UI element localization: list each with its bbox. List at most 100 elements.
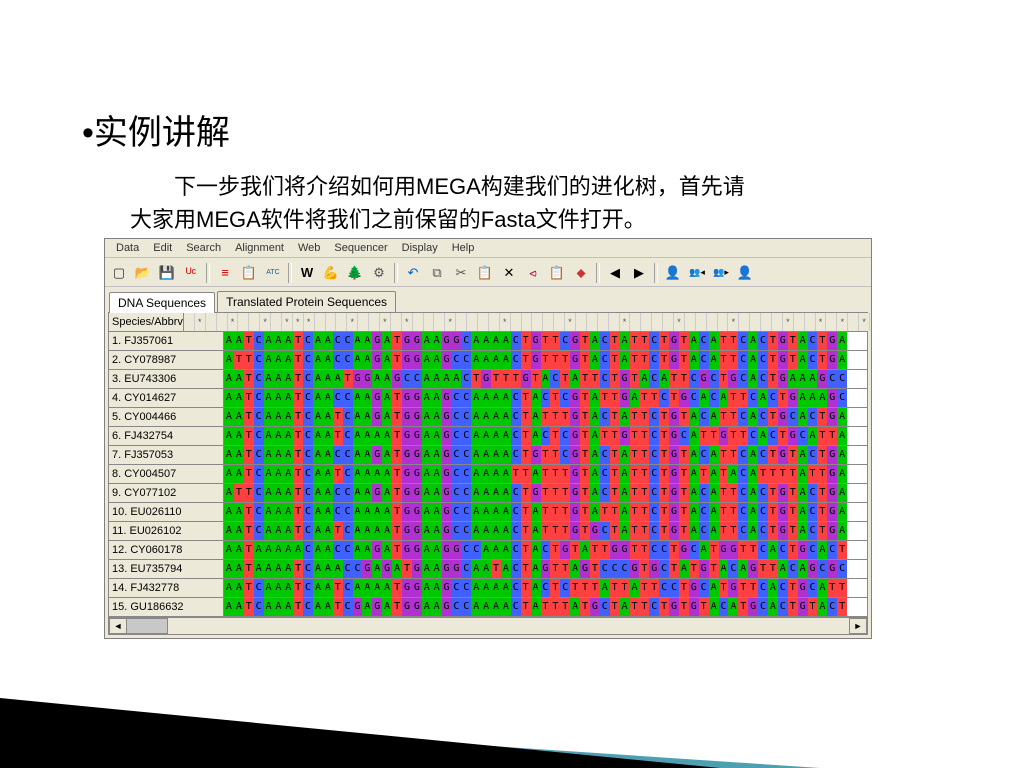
base-cell[interactable]: A bbox=[234, 389, 244, 407]
base-cell[interactable]: G bbox=[699, 560, 709, 578]
base-cell[interactable]: A bbox=[748, 465, 758, 483]
base-cell[interactable]: C bbox=[827, 370, 837, 388]
base-cell[interactable]: T bbox=[244, 408, 254, 426]
base-cell[interactable]: A bbox=[837, 351, 847, 369]
base-cell[interactable]: T bbox=[521, 579, 531, 597]
base-cell[interactable]: C bbox=[461, 370, 471, 388]
base-cell[interactable]: T bbox=[521, 484, 531, 502]
base-cell[interactable]: T bbox=[728, 427, 738, 445]
base-cell[interactable]: A bbox=[273, 465, 283, 483]
base-cell[interactable]: T bbox=[817, 522, 827, 540]
base-cell[interactable]: C bbox=[461, 446, 471, 464]
base-cell[interactable]: T bbox=[600, 427, 610, 445]
base-cell[interactable]: A bbox=[372, 370, 382, 388]
base-cell[interactable]: A bbox=[264, 427, 274, 445]
row-label[interactable]: 12. CY060178 bbox=[109, 541, 224, 559]
base-cell[interactable]: T bbox=[580, 332, 590, 350]
base-cell[interactable]: A bbox=[283, 332, 293, 350]
base-cell[interactable]: A bbox=[353, 503, 363, 521]
base-cell[interactable]: T bbox=[728, 446, 738, 464]
base-cell[interactable]: T bbox=[679, 351, 689, 369]
base-cell[interactable]: C bbox=[758, 408, 768, 426]
base-cell[interactable]: T bbox=[521, 351, 531, 369]
base-cell[interactable]: A bbox=[273, 351, 283, 369]
base-cell[interactable]: T bbox=[293, 579, 303, 597]
base-cell[interactable]: A bbox=[382, 427, 392, 445]
base-cell[interactable]: G bbox=[728, 370, 738, 388]
base-cell[interactable]: T bbox=[541, 522, 551, 540]
base-cell[interactable]: A bbox=[501, 560, 511, 578]
base-cell[interactable]: A bbox=[689, 332, 699, 350]
base-cell[interactable]: G bbox=[570, 351, 580, 369]
base-cell[interactable]: T bbox=[719, 351, 729, 369]
base-cell[interactable]: A bbox=[353, 579, 363, 597]
base-cell[interactable]: T bbox=[837, 541, 847, 559]
base-cell[interactable]: C bbox=[451, 351, 461, 369]
base-cell[interactable]: C bbox=[451, 389, 461, 407]
base-cell[interactable]: C bbox=[511, 560, 521, 578]
base-cell[interactable]: T bbox=[639, 522, 649, 540]
base-cell[interactable]: A bbox=[283, 351, 293, 369]
base-cell[interactable]: T bbox=[560, 370, 570, 388]
base-cell[interactable]: T bbox=[244, 332, 254, 350]
row-sequence[interactable]: ATTCAAATCAACCAAGATGGAAGCCAAAACTGTTTGTACT… bbox=[224, 351, 867, 369]
sequence-row[interactable]: 6. FJ432754AATCAAATCAATCAAAATGGAAGCCAAAA… bbox=[109, 427, 867, 446]
base-cell[interactable]: A bbox=[620, 503, 630, 521]
base-cell[interactable]: T bbox=[738, 389, 748, 407]
base-cell[interactable]: T bbox=[719, 408, 729, 426]
base-cell[interactable]: G bbox=[798, 541, 808, 559]
base-cell[interactable]: T bbox=[244, 484, 254, 502]
base-cell[interactable]: C bbox=[461, 541, 471, 559]
base-cell[interactable]: A bbox=[817, 598, 827, 616]
base-cell[interactable]: A bbox=[362, 408, 372, 426]
muscle-icon[interactable]: 💪 bbox=[319, 261, 343, 284]
base-cell[interactable]: A bbox=[689, 522, 699, 540]
base-cell[interactable]: C bbox=[303, 332, 313, 350]
base-cell[interactable]: C bbox=[451, 446, 461, 464]
base-cell[interactable]: G bbox=[402, 522, 412, 540]
base-cell[interactable]: C bbox=[343, 465, 353, 483]
base-cell[interactable]: T bbox=[293, 408, 303, 426]
base-cell[interactable]: A bbox=[224, 408, 234, 426]
sequence-row[interactable]: 1. FJ357061AATCAAATCAACCAAGATGGAAGGCAAAA… bbox=[109, 332, 867, 351]
base-cell[interactable]: T bbox=[560, 503, 570, 521]
base-cell[interactable]: A bbox=[501, 484, 511, 502]
base-cell[interactable]: T bbox=[728, 332, 738, 350]
base-cell[interactable]: G bbox=[402, 465, 412, 483]
base-cell[interactable]: C bbox=[461, 579, 471, 597]
base-cell[interactable]: C bbox=[748, 427, 758, 445]
base-cell[interactable]: A bbox=[481, 389, 491, 407]
base-cell[interactable]: T bbox=[610, 351, 620, 369]
base-cell[interactable]: C bbox=[461, 522, 471, 540]
base-cell[interactable]: T bbox=[550, 427, 560, 445]
base-cell[interactable]: T bbox=[293, 522, 303, 540]
base-cell[interactable]: C bbox=[837, 389, 847, 407]
base-cell[interactable]: T bbox=[748, 541, 758, 559]
base-cell[interactable]: A bbox=[590, 351, 600, 369]
base-cell[interactable]: T bbox=[590, 370, 600, 388]
base-cell[interactable]: T bbox=[659, 351, 669, 369]
base-cell[interactable]: T bbox=[610, 427, 620, 445]
base-cell[interactable]: T bbox=[560, 522, 570, 540]
base-cell[interactable]: T bbox=[659, 465, 669, 483]
base-cell[interactable]: G bbox=[827, 503, 837, 521]
base-cell[interactable]: C bbox=[511, 484, 521, 502]
sequence-row[interactable]: 4. CY014627AATCAAATCAACCAAGATGGAAGCCAAAA… bbox=[109, 389, 867, 408]
base-cell[interactable]: C bbox=[451, 484, 461, 502]
base-cell[interactable]: T bbox=[649, 389, 659, 407]
base-cell[interactable]: G bbox=[669, 351, 679, 369]
align-marked-icon[interactable]: ≡ bbox=[213, 261, 237, 284]
settings-icon[interactable]: ⚙ bbox=[367, 261, 391, 284]
base-cell[interactable]: T bbox=[719, 484, 729, 502]
base-cell[interactable]: G bbox=[442, 598, 452, 616]
base-cell[interactable]: T bbox=[669, 389, 679, 407]
base-cell[interactable]: A bbox=[264, 408, 274, 426]
base-cell[interactable]: A bbox=[491, 579, 501, 597]
base-cell[interactable]: G bbox=[669, 446, 679, 464]
base-cell[interactable]: T bbox=[788, 351, 798, 369]
base-cell[interactable]: C bbox=[768, 389, 778, 407]
base-cell[interactable]: G bbox=[669, 465, 679, 483]
row-sequence[interactable]: AATCAAATCAATCAAAATGGAAGCCAAAACTATTTGTGCT… bbox=[224, 522, 867, 540]
base-cell[interactable]: A bbox=[748, 446, 758, 464]
base-cell[interactable]: C bbox=[798, 427, 808, 445]
